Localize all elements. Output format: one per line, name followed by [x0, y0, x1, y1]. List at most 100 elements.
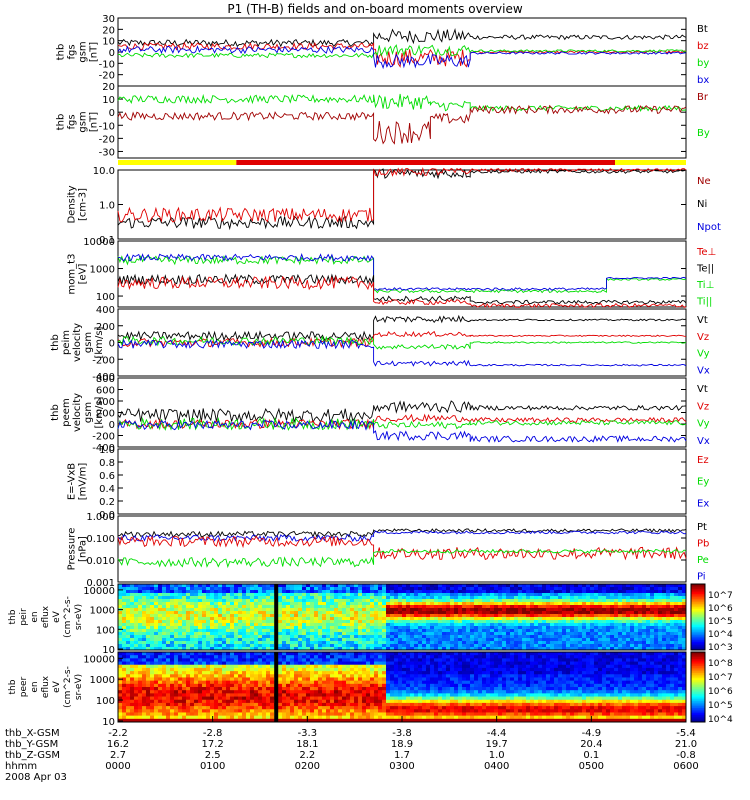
spectrogram-cell: [630, 593, 635, 597]
spectrogram-cell: [130, 699, 135, 704]
spectrogram-cell: [370, 611, 375, 615]
spectrogram-cell: [222, 620, 227, 624]
spectrogram-cell: [282, 602, 287, 606]
spectrogram-cell: [650, 599, 655, 603]
spectrogram-cell: [206, 667, 211, 672]
spectrogram-cell: [350, 715, 355, 720]
spectrogram-cell: [146, 652, 151, 656]
spectrogram-cell: [614, 617, 619, 621]
spectrogram-cell: [582, 584, 587, 588]
spectrogram-cell: [606, 629, 611, 633]
spectrogram-cell: [318, 596, 323, 600]
legend-entry: Vz: [697, 332, 709, 343]
spectrogram-cell: [130, 661, 135, 666]
spectrogram-cell: [214, 647, 219, 651]
spectrogram-cell: [402, 680, 407, 685]
spectrogram-cell: [646, 602, 651, 606]
spectrogram-cell: [322, 699, 327, 704]
spectrogram-cell: [522, 623, 527, 627]
spectrogram-cell: [546, 635, 551, 639]
spectrogram-cell: [266, 696, 271, 701]
spectrogram-cell: [134, 638, 139, 642]
spectrogram-cell: [434, 599, 439, 603]
spectrogram-cell: [574, 626, 579, 630]
spectrogram-cell: [154, 712, 159, 717]
spectrogram-cell: [342, 718, 347, 723]
spectrogram-cell: [642, 614, 647, 618]
spectrogram-cell: [514, 638, 519, 642]
spectrogram-cell: [606, 620, 611, 624]
spectrogram-cell: [182, 680, 187, 685]
spectrogram-cell: [150, 641, 155, 645]
spectrogram-cell: [226, 702, 231, 707]
spectrogram-cell: [382, 626, 387, 630]
spectrogram-cell: [462, 587, 467, 591]
spectrogram-cell: [258, 690, 263, 694]
spectrogram-cell: [266, 611, 271, 615]
spectrogram-cell: [614, 629, 619, 633]
spectrogram-cell: [206, 605, 211, 609]
spectrogram-cell: [578, 596, 583, 600]
spectrogram-cell: [678, 620, 683, 624]
spectrogram-cell: [306, 709, 311, 713]
spectrogram-cell: [218, 706, 223, 710]
spectrogram-cell: [198, 626, 203, 630]
spectrogram-cell: [122, 611, 127, 615]
spectrogram-cell: [562, 632, 567, 636]
spectrogram-cell: [546, 584, 551, 588]
spectrogram-cell: [162, 587, 167, 591]
spectrogram-cell: [658, 641, 663, 645]
spectrogram-cell: [122, 641, 127, 645]
spectrogram-cell: [486, 626, 491, 630]
spectrogram-cell: [178, 699, 183, 704]
spectrogram-cell: [510, 626, 515, 630]
spectrogram-cell: [230, 608, 235, 612]
spectrogram-cell: [558, 626, 563, 630]
spectrogram-cell: [418, 644, 423, 648]
spectrogram-cell: [598, 587, 603, 591]
spectrogram-cell: [458, 596, 463, 600]
spectrogram-cell: [374, 712, 379, 717]
spectrogram-cell: [534, 614, 539, 618]
spectrogram-cell: [206, 674, 211, 678]
spectrogram-cell: [242, 671, 247, 675]
spectrogram-cell: [134, 608, 139, 612]
spectrogram-cell: [362, 629, 367, 633]
spectrogram-cell: [182, 690, 187, 694]
spectrogram-cell: [498, 614, 503, 618]
spectrogram-cell: [358, 661, 363, 666]
spectrogram-cell: [210, 584, 215, 588]
spectrogram-cell: [346, 635, 351, 639]
spectrogram-cell: [494, 632, 499, 636]
spectrogram-cell: [282, 683, 287, 688]
spectrogram-cell: [354, 596, 359, 600]
spectrogram-cell: [206, 664, 211, 669]
spectrogram-cell: [562, 638, 567, 642]
spectrogram-cell: [406, 641, 411, 645]
spectrogram-cell: [602, 635, 607, 639]
spectrogram-cell: [678, 635, 683, 639]
spectrogram-cell: [210, 596, 215, 600]
spectrogram-cell: [182, 718, 187, 723]
spectrogram-cell: [462, 605, 467, 609]
spectrogram-cell: [594, 584, 599, 588]
spectrogram-cell: [282, 671, 287, 675]
spectrogram-cell: [550, 590, 555, 594]
spectrogram-cell: [202, 677, 207, 682]
spectrogram-cell: [610, 629, 615, 633]
spectrogram-cell: [602, 611, 607, 615]
spectrogram-cell: [306, 596, 311, 600]
spectrogram-cell: [510, 608, 515, 612]
spectrogram-cell: [158, 699, 163, 704]
spectrogram-cell: [442, 602, 447, 606]
spectrogram-cell: [650, 641, 655, 645]
spectrogram-cell: [282, 617, 287, 621]
spectrogram-cell: [118, 693, 123, 697]
spectrogram-cell: [390, 638, 395, 642]
spectrogram-cell: [182, 605, 187, 609]
spectrogram-cell: [134, 664, 139, 669]
spectrogram-cell: [474, 602, 479, 606]
spectrogram-cell: [598, 635, 603, 639]
spectrogram-cell: [430, 614, 435, 618]
spectrogram-cell: [626, 623, 631, 627]
